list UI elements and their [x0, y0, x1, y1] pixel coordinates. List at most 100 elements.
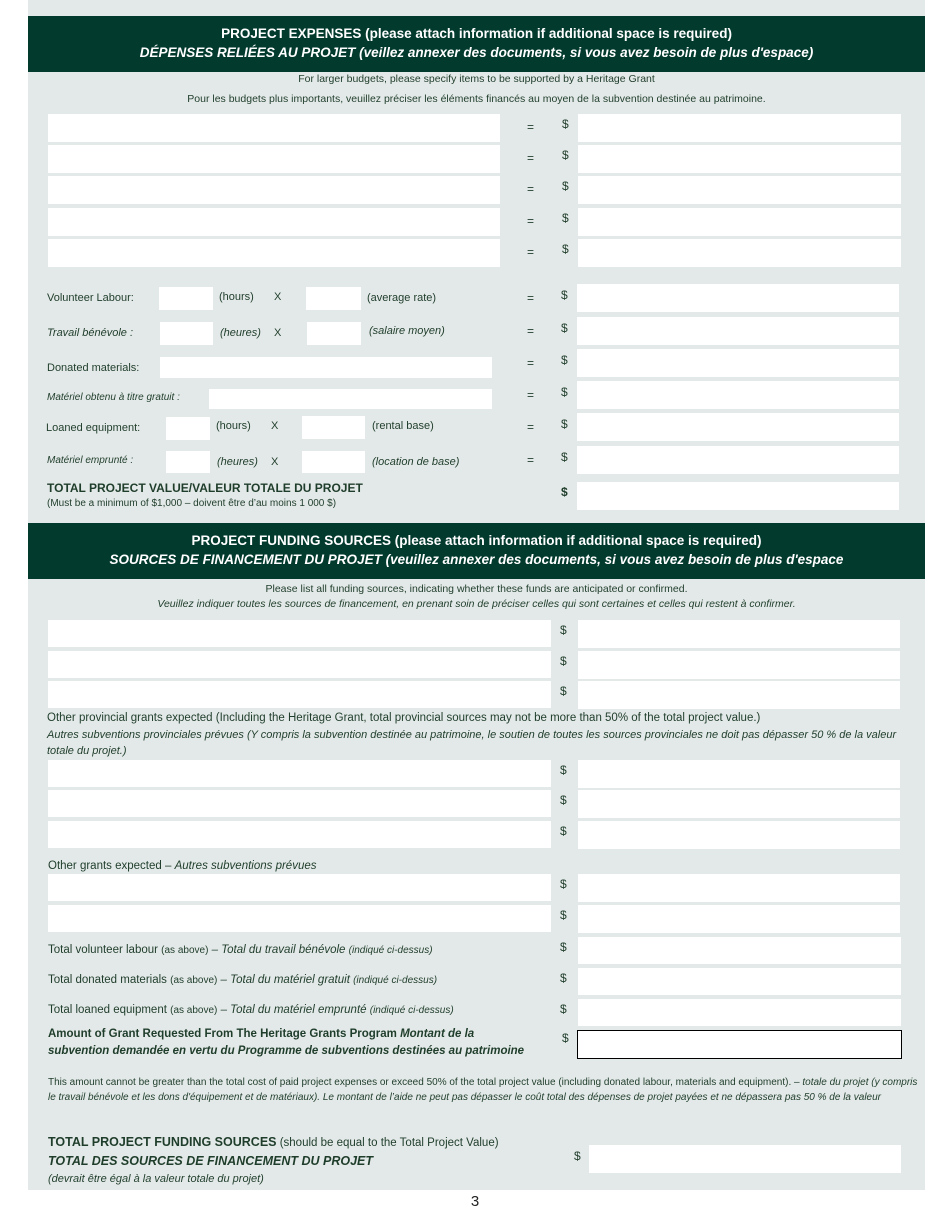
- funding-source-input[interactable]: [48, 651, 551, 678]
- funding-amount-input[interactable]: [578, 821, 900, 849]
- donated-materials-input-fr[interactable]: [209, 389, 492, 409]
- expense-amount-input[interactable]: [578, 176, 901, 204]
- dollar-sign: $: [562, 242, 569, 256]
- funding-amount-input[interactable]: [578, 620, 900, 648]
- volunteer-rate-input[interactable]: [306, 287, 361, 310]
- in-kind-amount-input[interactable]: [577, 349, 899, 377]
- provincial-grants-fr: Autres subventions provinciales prévues …: [47, 728, 897, 758]
- total-project-value-note: (Must be a minimum of $1,000 – doivent ê…: [47, 498, 337, 509]
- funding-amount-input[interactable]: [578, 681, 900, 709]
- funding-amount-input[interactable]: [578, 651, 900, 679]
- expense-item-input[interactable]: [48, 208, 500, 236]
- grant-note-fr: totale du projet (y compris le travail b…: [48, 1077, 918, 1103]
- expense-amount-input[interactable]: [578, 239, 901, 267]
- dollar-sign: $: [574, 1149, 581, 1163]
- funding-amount-input[interactable]: [578, 790, 900, 818]
- donated-label-fr: Matériel obtenu à titre gratuit :: [47, 392, 180, 403]
- funding-amount-input[interactable]: [578, 874, 900, 902]
- funding-title-fr: SOURCES DE FINANCEMENT DU PROJET (veuill…: [109, 552, 844, 567]
- equals-sign: =: [527, 453, 535, 467]
- expense-item-input[interactable]: [48, 239, 500, 267]
- dollar-sign: $: [561, 353, 568, 367]
- hours-label-fr: (heures): [220, 327, 261, 339]
- in-kind-amount-input[interactable]: [577, 381, 899, 409]
- times-sign: X: [274, 327, 282, 339]
- grant-requested-input[interactable]: [577, 1030, 902, 1059]
- dollar-sign: $: [562, 148, 569, 162]
- funding-source-input[interactable]: [48, 874, 551, 901]
- equals-sign: =: [527, 245, 535, 259]
- dollar-sign: $: [562, 179, 569, 193]
- dollar-sign: $: [560, 940, 567, 954]
- expenses-title-fr: DÉPENSES RELIÉES AU PROJET (veillez anne…: [139, 45, 814, 60]
- loaned-label-en: Loaned equipment:: [46, 422, 141, 434]
- total-amount-input[interactable]: [578, 968, 901, 995]
- dollar-sign: $: [560, 1002, 567, 1016]
- times-sign: X: [271, 456, 279, 468]
- in-kind-amount-input[interactable]: [577, 446, 899, 474]
- total-amount-input[interactable]: [578, 999, 901, 1026]
- in-kind-amount-input[interactable]: [577, 317, 899, 345]
- location-base-label: (location de base): [372, 456, 460, 468]
- as-above: (as above): [170, 975, 218, 986]
- funding-source-input[interactable]: [48, 790, 551, 817]
- location-base-input[interactable]: [302, 451, 365, 473]
- hours-label-fr: (heures): [217, 456, 258, 468]
- volunteer-hours-input[interactable]: [159, 287, 213, 310]
- expense-amount-input[interactable]: [578, 145, 901, 173]
- dollar-sign: $: [561, 485, 568, 499]
- funding-header: PROJECT FUNDING SOURCES (please attach i…: [28, 523, 925, 579]
- equals-sign: =: [527, 151, 535, 165]
- expense-amount-input[interactable]: [578, 208, 901, 236]
- in-kind-amount-input[interactable]: [577, 284, 899, 312]
- expense-amount-input[interactable]: [578, 114, 901, 142]
- total-funding-input[interactable]: [589, 1145, 901, 1173]
- funding-source-input[interactable]: [48, 760, 551, 787]
- total-amount-input[interactable]: [578, 937, 901, 964]
- donated-materials-input[interactable]: [160, 357, 492, 378]
- dollar-sign: $: [560, 684, 567, 698]
- label-fr: – Total du travail bénévole: [208, 944, 349, 956]
- loaned-hours-input-fr[interactable]: [166, 451, 210, 473]
- funding-source-input[interactable]: [48, 821, 551, 848]
- dollar-sign: $: [560, 654, 567, 668]
- total-loaned-label: Total loaned equipment (as above) – Tota…: [48, 1004, 454, 1016]
- in-kind-amount-input[interactable]: [577, 413, 899, 441]
- times-sign: X: [271, 420, 279, 432]
- total-volunteer-label: Total volunteer labour (as above) – Tota…: [48, 944, 433, 956]
- loaned-label-fr: Matériel emprunté :: [47, 455, 134, 466]
- volunteer-rate-input-fr[interactable]: [307, 322, 361, 345]
- equals-sign: =: [527, 420, 535, 434]
- dollar-sign: $: [561, 321, 568, 335]
- dollar-sign: $: [562, 211, 569, 225]
- indique: (indiqué ci-dessus): [348, 945, 433, 956]
- volunteer-hours-input-fr[interactable]: [160, 322, 213, 345]
- expense-item-input[interactable]: [48, 145, 500, 173]
- rental-base-input[interactable]: [302, 416, 365, 439]
- funding-amount-input[interactable]: [578, 760, 900, 788]
- other-grants-fr: Autres subventions prévues: [174, 860, 317, 872]
- label-fr: – Total du matériel gratuit: [217, 974, 354, 986]
- donated-label-en: Donated materials:: [47, 362, 140, 374]
- loaned-hours-input[interactable]: [166, 417, 210, 440]
- dollar-sign: $: [562, 117, 569, 131]
- funding-amount-input[interactable]: [578, 905, 900, 933]
- expense-item-input[interactable]: [48, 176, 500, 204]
- funding-source-input[interactable]: [48, 620, 551, 647]
- expense-item-input[interactable]: [48, 114, 500, 142]
- label-en: Total loaned equipment: [48, 1004, 171, 1016]
- expenses-title-en: PROJECT EXPENSES (please attach informat…: [221, 26, 732, 41]
- other-grants-label: Other grants expected – Autres subventio…: [48, 860, 317, 872]
- label-en: Total donated materials: [48, 974, 171, 986]
- dollar-sign: $: [560, 877, 567, 891]
- label-fr: – Total du matériel emprunté: [217, 1004, 370, 1016]
- funding-source-input[interactable]: [48, 905, 551, 932]
- equals-sign: =: [527, 214, 535, 228]
- total-project-value-input[interactable]: [577, 482, 899, 510]
- funding-source-input[interactable]: [48, 681, 551, 708]
- total-funding-note-fr: (devrait être égal à la valeur totale du…: [48, 1173, 264, 1185]
- funding-note-en: Please list all funding sources, indicat…: [265, 583, 688, 595]
- dollar-sign: $: [560, 763, 567, 777]
- provincial-grants-text: Other provincial grants expected (Includ…: [47, 710, 907, 760]
